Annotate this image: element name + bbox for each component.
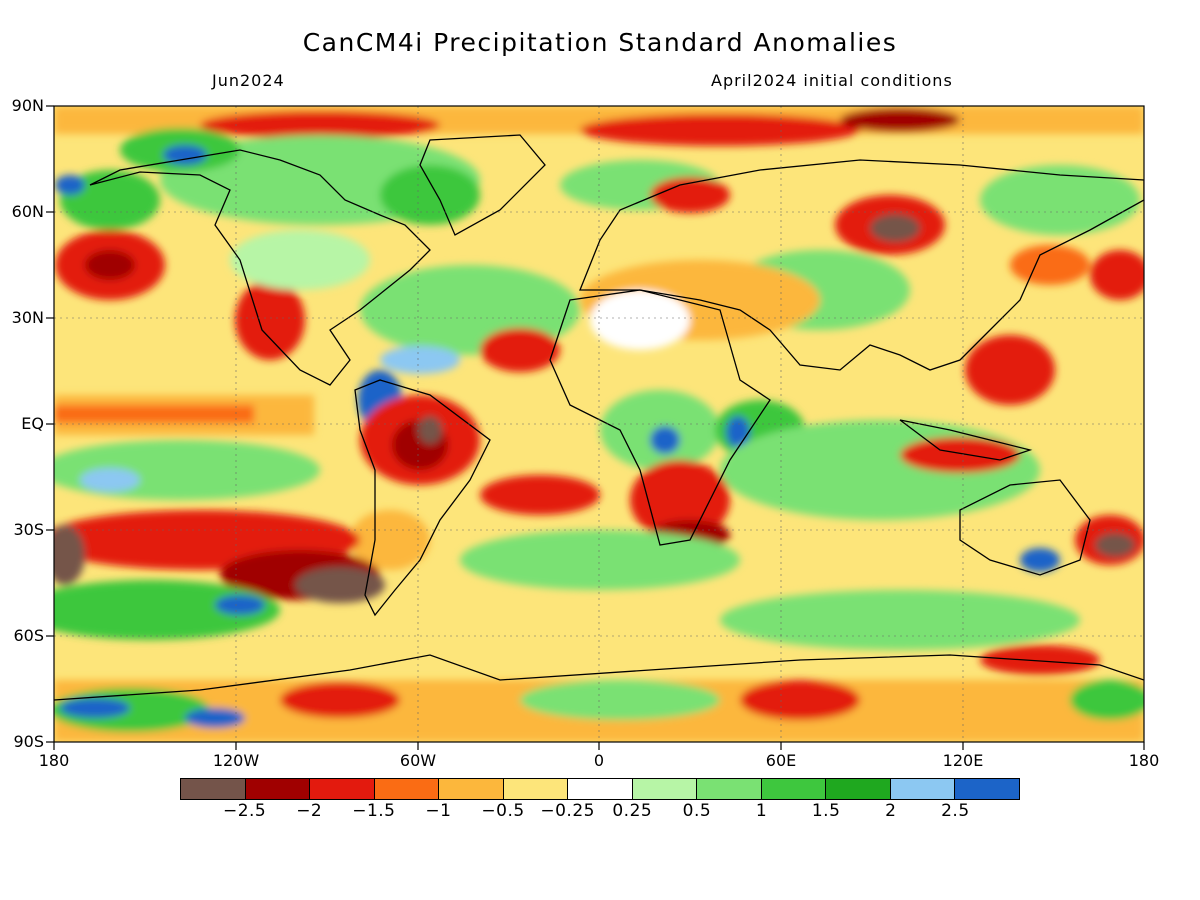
colorbar-label: −1.5 bbox=[352, 801, 396, 821]
colorbar-swatch bbox=[826, 779, 891, 799]
map-title: CanCM4i Precipitation Standard Anomalies bbox=[302, 28, 898, 57]
colorbar-label: −1 bbox=[425, 801, 452, 821]
colorbar-swatch bbox=[439, 779, 504, 799]
lon-label-180w: 180 bbox=[38, 751, 70, 770]
coastlines bbox=[54, 134, 1144, 701]
colorbar-swatch bbox=[761, 779, 827, 799]
lat-label-30s: 30S bbox=[13, 520, 44, 539]
initial-conditions-label: April2024 initial conditions bbox=[711, 71, 953, 90]
colorbar-swatch bbox=[503, 779, 569, 799]
lon-label-180e: 180 bbox=[1128, 751, 1160, 770]
valid-month-label: Jun2024 bbox=[212, 71, 285, 90]
lat-label-30n: 30N bbox=[11, 308, 44, 327]
lon-label-120w: 120W bbox=[212, 751, 260, 770]
colorbar bbox=[180, 778, 1020, 800]
colorbar-swatch bbox=[181, 779, 246, 799]
colorbar-swatch bbox=[310, 779, 375, 799]
colorbar-label: −0.25 bbox=[540, 801, 595, 821]
lon-label-60e: 60E bbox=[765, 751, 797, 770]
colorbar-label: 2 bbox=[885, 801, 897, 821]
colorbar-swatch bbox=[955, 779, 1019, 799]
colorbar-label: 1.5 bbox=[811, 801, 841, 821]
lat-label-60s: 60S bbox=[13, 626, 44, 645]
colorbar-label: 1 bbox=[755, 801, 768, 821]
lat-label-90n: 90N bbox=[11, 96, 44, 115]
colorbar-label: −2 bbox=[296, 801, 323, 821]
lon-label-0: 0 bbox=[593, 751, 605, 770]
lon-label-60w: 60W bbox=[399, 751, 437, 770]
colorbar-label: 0.5 bbox=[682, 801, 712, 821]
colorbar-label: 0.25 bbox=[612, 801, 653, 821]
colorbar-swatch bbox=[568, 779, 633, 799]
colorbar-label: −0.5 bbox=[481, 801, 525, 821]
colorbar-swatch bbox=[890, 779, 956, 799]
colorbar-label: 2.5 bbox=[941, 801, 970, 821]
gridlines bbox=[54, 106, 1144, 742]
colorbar-swatch bbox=[374, 779, 440, 799]
axis-ticks bbox=[46, 105, 1145, 750]
colorbar-swatch bbox=[697, 779, 762, 799]
lat-label-eq: EQ bbox=[21, 414, 44, 433]
colorbar-swatch bbox=[632, 779, 698, 799]
colorbar-swatch bbox=[245, 779, 311, 799]
anomaly-field bbox=[54, 106, 1144, 742]
colorbar-label: −2.5 bbox=[222, 801, 267, 821]
lon-label-120e: 120E bbox=[942, 751, 984, 770]
lat-label-60n: 60N bbox=[11, 202, 44, 221]
lat-label-90s: 90S bbox=[13, 732, 44, 751]
